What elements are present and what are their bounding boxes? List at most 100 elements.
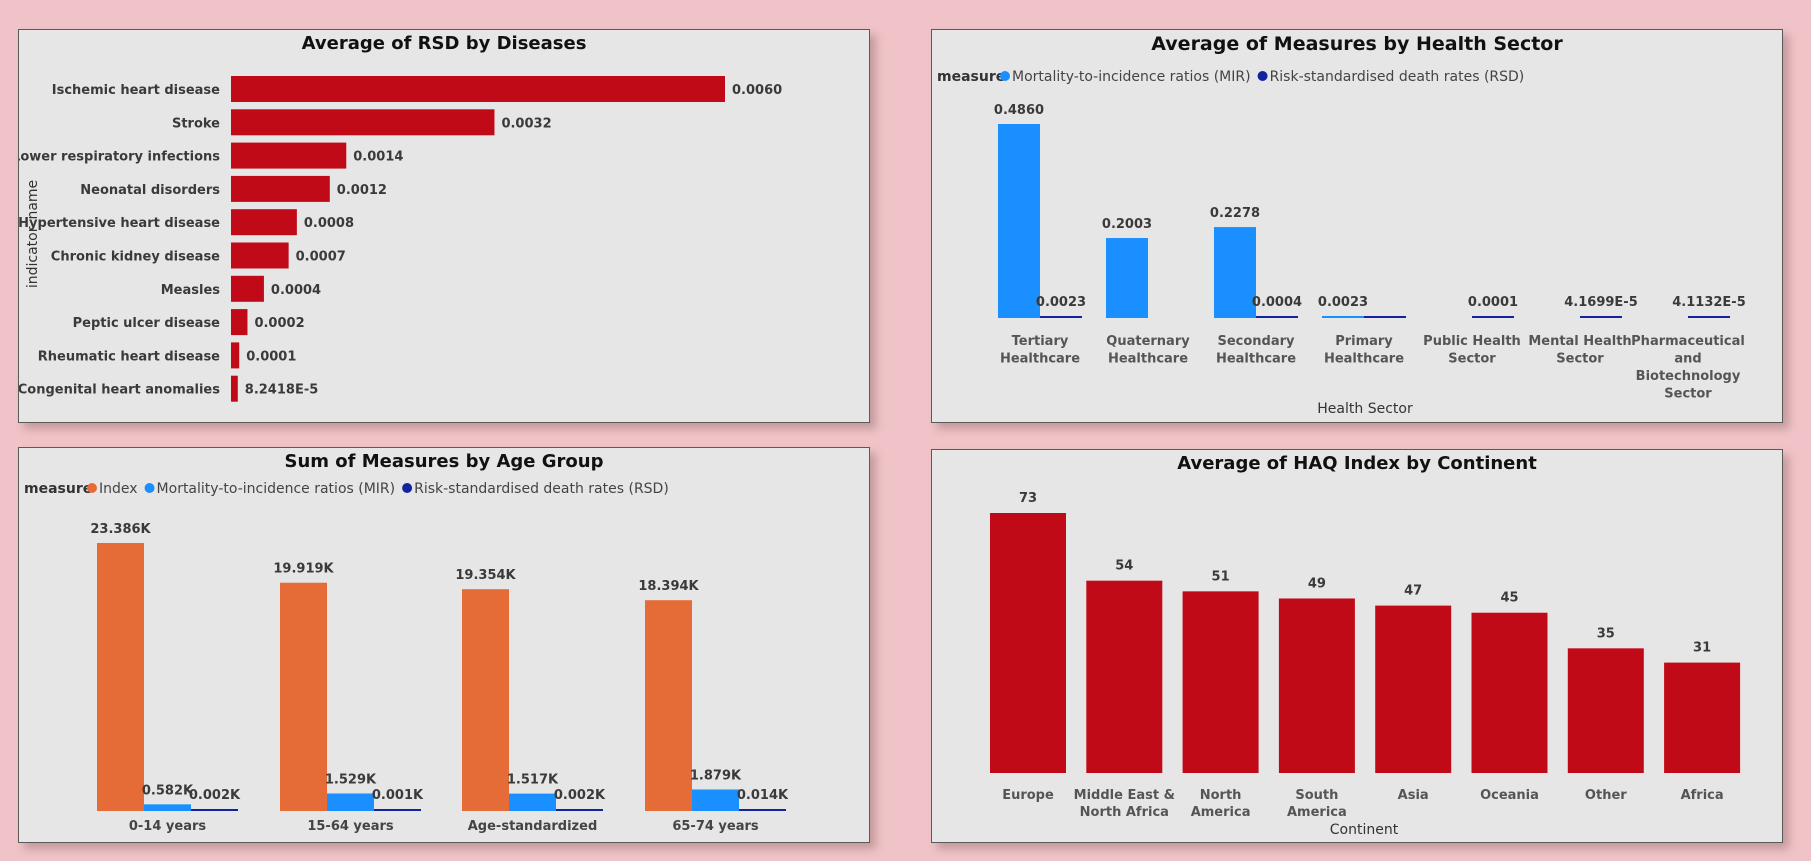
bar (1322, 316, 1364, 318)
bar (1567, 648, 1644, 773)
rsd-by-disease-chart: indicator_name Ischemic heart disease 0.00… (19, 76, 782, 402)
category-label: Healthcare (1108, 352, 1188, 367)
data-label: 1.517K (507, 773, 559, 788)
data-label: 49 (1308, 576, 1326, 591)
category-label: Chronic kidney disease (51, 250, 220, 265)
category-label: Public Health (1423, 334, 1521, 349)
data-label: 18.394K (638, 579, 699, 594)
data-label: 8.2418E-5 (245, 383, 319, 398)
category-label: Hypertensive heart disease (19, 216, 220, 231)
x-axis-label: Continent (1330, 822, 1399, 838)
category-label: Middle East & (1074, 788, 1175, 803)
data-label: 0.002K (189, 788, 241, 803)
bar (739, 809, 786, 811)
category-label: Oceania (1480, 788, 1539, 803)
bar (462, 589, 509, 811)
category-label: Mental Health (1528, 334, 1631, 349)
panel-rsd-by-disease: Average of RSD by Diseases indicator_nam… (18, 29, 870, 423)
bar (1106, 238, 1148, 318)
data-label: 31 (1693, 641, 1711, 656)
bar (231, 342, 240, 369)
category-label: Sector (1448, 352, 1496, 367)
data-label: 0.0023 (1036, 295, 1086, 310)
category-label: North Africa (1080, 805, 1169, 820)
category-label: Measles (161, 283, 221, 298)
chart-title: Average of HAQ Index by Continent (1177, 453, 1537, 474)
bar (1471, 612, 1548, 773)
panel-haq-by-continent: Average of HAQ Index by Continent 73 Euro… (931, 449, 1783, 843)
bar (1580, 316, 1622, 318)
bar (97, 543, 144, 811)
legend-marker (1257, 71, 1268, 81)
bar (231, 175, 330, 202)
bar (231, 109, 495, 136)
data-label: 0.0004 (271, 283, 321, 298)
bar (231, 142, 347, 169)
chart-title: Average of Measures by Health Sector (1151, 33, 1563, 55)
category-label: Healthcare (1000, 352, 1080, 367)
data-label: 0.0014 (353, 150, 403, 165)
data-label: 0.0012 (337, 183, 387, 198)
measures-by-age-chart: measure Index Mortality-to-incidence ratio… (24, 481, 789, 834)
data-label: 0.582K (142, 783, 194, 798)
bar (231, 309, 248, 336)
data-label: 19.354K (455, 568, 516, 583)
bar (1086, 580, 1163, 773)
bar (231, 275, 264, 302)
bar (374, 809, 421, 811)
data-label: 4.1132E-5 (1672, 295, 1746, 310)
category-label: Rheumatic heart disease (38, 349, 220, 364)
haq-by-continent-chart: 73 Europe 54 Middle East & North Africa 51 Nor… (990, 491, 1741, 838)
bar (231, 209, 297, 236)
category-label: Africa (1681, 788, 1724, 803)
data-label: 0.001K (372, 788, 424, 803)
bar (556, 809, 603, 811)
data-label: 0.014K (737, 788, 789, 803)
bar (191, 809, 238, 811)
measures-by-sector-chart: measure Mortality-to-incidence ratios (MI… (937, 69, 1746, 417)
category-label: Other (1585, 788, 1627, 803)
legend-item: Mortality-to-incidence ratios (MIR) (1012, 69, 1251, 85)
category-label: Age-standardized (468, 819, 598, 834)
data-label: 1.879K (690, 768, 742, 783)
chart-title: Average of RSD by Diseases (301, 33, 587, 54)
data-label: 1.529K (325, 772, 377, 787)
legend-title: measure (937, 69, 1005, 85)
bar (1278, 598, 1355, 773)
category-label: Sector (1556, 352, 1604, 367)
category-label: Sector (1664, 387, 1712, 402)
data-label: 0.0032 (501, 116, 551, 131)
legend-marker (1000, 71, 1010, 81)
bar (509, 793, 556, 811)
category-label: Lower respiratory infections (19, 150, 220, 165)
bar (645, 600, 692, 811)
bar (1364, 316, 1406, 318)
panel-measures-by-sector: Average of Measures by Health Sector mea… (931, 29, 1783, 423)
category-label: America (1191, 805, 1251, 820)
bar (1040, 316, 1082, 318)
data-label: 0.0008 (304, 216, 354, 231)
category-label: Primary (1335, 334, 1393, 349)
data-label: 0.0007 (296, 250, 346, 265)
bar (144, 804, 191, 811)
category-label: Healthcare (1216, 352, 1296, 367)
data-label: 0.0001 (1468, 295, 1518, 310)
category-label: Tertiary (1012, 334, 1069, 349)
data-label: 0.0002 (254, 316, 304, 331)
legend-title: measure (24, 481, 92, 497)
category-label: 65-74 years (672, 819, 759, 834)
data-label: 0.0023 (1318, 295, 1368, 310)
data-label: 0.0004 (1252, 295, 1302, 310)
bar (327, 793, 374, 811)
category-label: Neonatal disorders (80, 183, 220, 198)
bar (1664, 662, 1741, 773)
category-label: Healthcare (1324, 352, 1404, 367)
category-label: 0-14 years (129, 819, 207, 834)
chart-title: Sum of Measures by Age Group (284, 451, 604, 472)
data-label: 0.4860 (994, 103, 1044, 118)
category-label: and (1674, 352, 1701, 367)
category-label: Pharmaceutical (1631, 334, 1745, 349)
data-label: 54 (1115, 559, 1133, 574)
data-label: 45 (1500, 591, 1518, 606)
panel-measures-by-age: Sum of Measures by Age Group measure Inde… (18, 447, 870, 843)
